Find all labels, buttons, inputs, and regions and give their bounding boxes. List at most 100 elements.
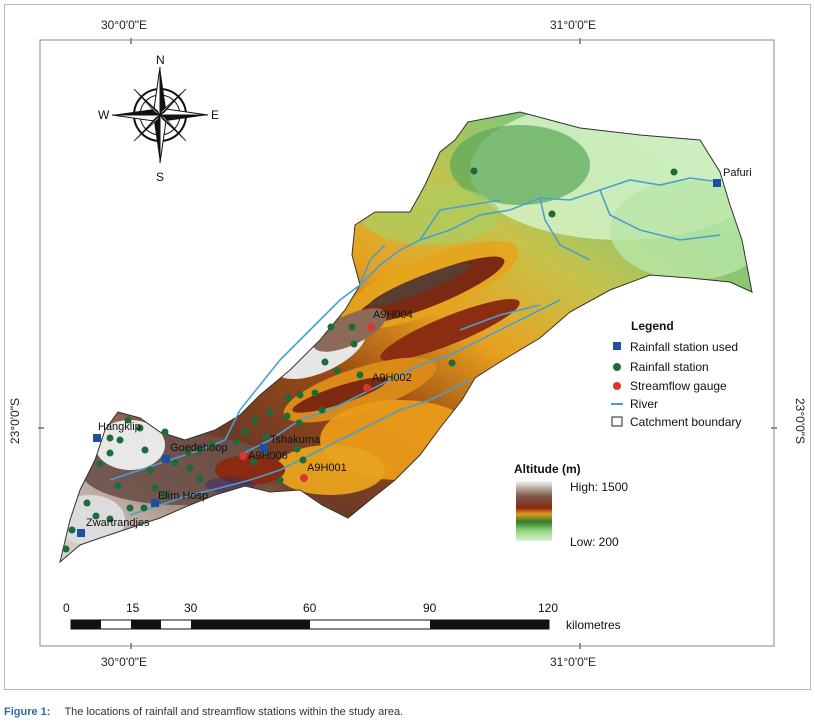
streamflow-gauge-a9h002[interactable] — [363, 384, 371, 392]
rainfall-station[interactable] — [126, 504, 134, 512]
top-right-longitude: 31°0'0"E — [550, 18, 597, 32]
map-neatline — [39, 39, 775, 647]
rainfall-station[interactable] — [333, 367, 341, 375]
rainfall-station[interactable] — [116, 436, 124, 444]
label-tshakuma: Tshakuma — [270, 434, 321, 446]
map-frame — [4, 4, 811, 690]
river-network — [109, 177, 721, 516]
rainfall-station[interactable] — [83, 499, 91, 507]
rainfall-station[interactable] — [250, 458, 258, 466]
streamflow-gauge-a9h004[interactable] — [367, 323, 375, 331]
rainfall-station[interactable] — [321, 358, 329, 366]
rainfall-station[interactable] — [284, 394, 292, 402]
rainfall-station-used-zwartrandjes[interactable] — [77, 529, 85, 537]
rainfall-station[interactable] — [350, 340, 358, 348]
label-zwartrandjes: Zwartrandjes — [86, 517, 150, 529]
legend-river: River — [630, 397, 659, 411]
compass-e: E — [211, 108, 220, 122]
streamflow-gauges — [239, 323, 375, 482]
rainfall-station[interactable] — [448, 359, 456, 367]
scale-tick-120: 120 — [538, 601, 559, 615]
scale-unit: kilometres — [566, 618, 621, 632]
rainfall-station[interactable] — [140, 504, 148, 512]
label-goedehoop: Goedehoop — [170, 442, 228, 454]
rainfall-station[interactable] — [92, 512, 100, 520]
rainfall-station[interactable] — [296, 391, 304, 399]
altitude-ramp — [516, 481, 552, 541]
legend-rainfall-used: Rainfall station used — [630, 340, 739, 354]
rainfall-station[interactable] — [232, 438, 240, 446]
rainfall-station[interactable] — [356, 371, 364, 379]
figure-caption: Figure 1: The locations of rainfall and s… — [4, 706, 403, 718]
rainfall-station[interactable] — [62, 545, 70, 553]
rainfall-station[interactable] — [241, 428, 249, 436]
figure-caption-text: The locations of rainfall and streamflow… — [64, 706, 404, 718]
rainfall-station[interactable] — [68, 526, 76, 534]
rainfall-station[interactable] — [276, 476, 284, 484]
rainfall-station[interactable] — [151, 484, 159, 492]
rainfall-station[interactable] — [208, 441, 216, 449]
rainfall-station[interactable] — [106, 434, 114, 442]
rainfall-station-used-pafuri[interactable] — [713, 179, 721, 187]
rainfall-station[interactable] — [311, 389, 319, 397]
compass-s: S — [156, 170, 165, 184]
rainfall-station[interactable] — [196, 475, 204, 483]
rainfall-station[interactable] — [146, 466, 154, 474]
rainfall-station[interactable] — [348, 323, 356, 331]
legend-streamflow-icon — [613, 382, 621, 390]
legend-rainfall-icon — [613, 363, 621, 371]
legend-rainfall-used-icon — [613, 342, 621, 350]
rainfall-stations-used — [77, 179, 721, 537]
rainfall-station[interactable] — [141, 446, 149, 454]
rainfall-stations — [62, 167, 678, 553]
rainfall-station[interactable] — [114, 482, 122, 490]
rainfall-station[interactable] — [161, 428, 169, 436]
rainfall-station[interactable] — [295, 419, 303, 427]
rainfall-station-used-goedehoop[interactable] — [162, 455, 170, 463]
scale-tick-90: 90 — [423, 601, 437, 615]
rainfall-station[interactable] — [283, 412, 291, 420]
rainfall-station-used-elim-hosp[interactable] — [151, 499, 159, 507]
rainfall-station[interactable] — [670, 168, 678, 176]
label-hangklip: Hangklip — [98, 421, 141, 433]
rainfall-station[interactable] — [106, 515, 114, 523]
streamflow-gauge-a9h001[interactable] — [300, 474, 308, 482]
rainfall-station[interactable] — [299, 456, 307, 464]
legend-boundary: Catchment boundary — [630, 415, 742, 429]
rainfall-station[interactable] — [196, 446, 204, 454]
rainfall-station-used-tshakuma[interactable] — [260, 444, 268, 452]
scale-bar — [70, 619, 550, 630]
label-a9h004: A9H004 — [373, 309, 413, 321]
rainfall-station[interactable] — [470, 167, 478, 175]
rainfall-station[interactable] — [318, 406, 326, 414]
scale-tick-15: 15 — [126, 601, 140, 615]
rainfall-station-used-hangklip[interactable] — [93, 434, 101, 442]
rainfall-station[interactable] — [161, 491, 169, 499]
rainfall-station[interactable] — [327, 323, 335, 331]
altitude-low: Low: 200 — [570, 535, 619, 549]
scale-tick-60: 60 — [303, 601, 317, 615]
figure-label: Figure 1: — [4, 706, 51, 718]
rainfall-station[interactable] — [136, 424, 144, 432]
rainfall-station[interactable] — [184, 448, 192, 456]
rainfall-station[interactable] — [171, 459, 179, 467]
rainfall-station[interactable] — [186, 464, 194, 472]
left-latitude: 23°0'0"S — [8, 398, 22, 445]
rainfall-station[interactable] — [293, 445, 301, 453]
rainfall-station[interactable] — [548, 210, 556, 218]
label-a9h002: A9H002 — [372, 372, 412, 384]
label-elim-hosp: Elim Hosp — [158, 490, 209, 502]
top-left-longitude: 30°0'0"E — [101, 18, 148, 32]
rainfall-station[interactable] — [266, 408, 274, 416]
rainfall-station[interactable] — [251, 416, 259, 424]
compass-w: W — [98, 108, 110, 122]
legend-rainfall: Rainfall station — [630, 360, 709, 374]
rainfall-station[interactable] — [262, 433, 270, 441]
streamflow-gauge-a9h006[interactable] — [239, 452, 247, 460]
rainfall-station[interactable] — [124, 416, 132, 424]
rainfall-station[interactable] — [96, 460, 104, 468]
compass-rose-icon — [111, 66, 209, 164]
rainfall-station[interactable] — [106, 449, 114, 457]
compass-n: N — [156, 53, 165, 67]
